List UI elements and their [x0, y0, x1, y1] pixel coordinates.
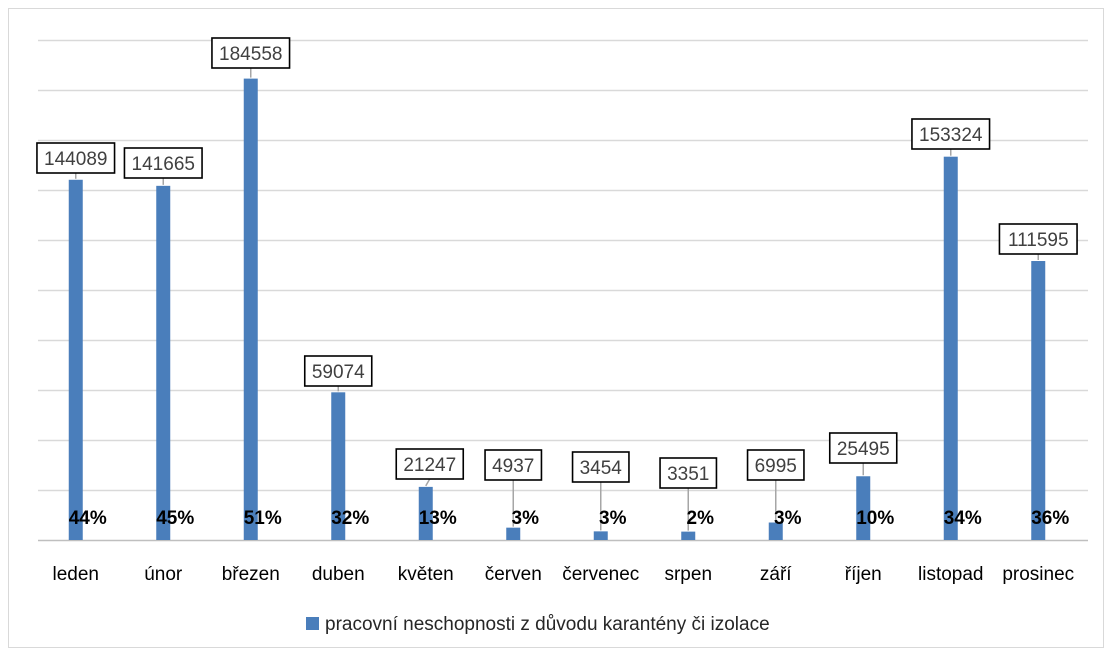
percent-label-září: 3% — [774, 508, 802, 529]
x-tick-září: září — [760, 564, 792, 585]
value-label-box — [211, 37, 291, 69]
bar-červen — [506, 527, 521, 540]
percent-label-duben: 32% — [331, 508, 369, 529]
bar-říjen — [856, 476, 871, 540]
x-tick-srpen: srpen — [664, 564, 712, 585]
x-tick-březen: březen — [222, 564, 280, 585]
value-label-text: 111595 — [1008, 230, 1069, 251]
value-label-box — [571, 451, 630, 483]
value-label-text: 3454 — [580, 458, 623, 479]
x-tick-červenec: červenec — [562, 564, 639, 585]
legend-label: pracovní neschopnosti z důvodu karantény… — [325, 614, 770, 635]
legend-item: pracovní neschopnosti z důvodu karantény… — [306, 614, 770, 635]
x-tick-červen: červen — [485, 564, 542, 585]
percent-label-srpen: 2% — [687, 508, 715, 529]
value-label-červenec: 3454 — [571, 451, 630, 531]
x-tick-únor: únor — [144, 564, 183, 585]
percent-label-květen: 13% — [419, 508, 457, 529]
percent-label-prosinec: 36% — [1031, 508, 1069, 529]
bar-prosinec — [1031, 261, 1046, 540]
x-axis-tick-labels: leden únor březen duben květen červen červenec… — [53, 564, 1075, 585]
chart-frame — [8, 8, 1104, 648]
value-label-text: 184558 — [219, 44, 282, 65]
value-label-box — [395, 448, 465, 480]
bar-červenec — [593, 531, 608, 540]
percent-label-říjen: 10% — [856, 508, 894, 529]
percent-label-únor: 45% — [156, 508, 194, 529]
x-tick-říjen: říjen — [845, 564, 882, 585]
value-label-únor: 141665 — [123, 147, 203, 185]
x-tick-duben: duben — [312, 564, 365, 585]
legend-swatch — [306, 617, 319, 630]
value-label-text: 6995 — [755, 456, 797, 477]
value-label-červen: 4937 — [484, 449, 543, 527]
bar-srpen — [681, 531, 696, 540]
value-label-text: 153324 — [919, 125, 983, 146]
value-label-box — [746, 449, 805, 481]
percent-labels: 44% 45% 51% 32% 13% 3% 3% 2% 3% 10% 34% 36% — [69, 508, 1070, 529]
value-label-box — [659, 457, 718, 489]
x-tick-listopad: listopad — [918, 564, 984, 585]
gridlines — [38, 39, 1088, 542]
value-label-box — [484, 449, 543, 481]
value-label-text: 59074 — [312, 362, 365, 383]
legend: pracovní neschopnosti z důvodu karantény… — [306, 614, 770, 635]
value-label-březen: 184558 — [211, 37, 291, 78]
value-label-text: 25495 — [837, 439, 890, 460]
value-label-text: 21247 — [403, 455, 456, 476]
percent-label-březen: 51% — [244, 508, 282, 529]
x-tick-leden: leden — [53, 564, 100, 585]
value-label-box — [36, 142, 116, 174]
value-label-září: 6995 — [746, 449, 805, 522]
value-label-text: 144089 — [44, 149, 107, 170]
x-tick-květen: květen — [398, 564, 454, 585]
bar-leden — [68, 179, 83, 540]
value-callouts: 144089 141665 184558 59074 21247 4937 3454 3351… — [36, 37, 1078, 531]
bar-listopad — [943, 156, 958, 540]
bar-únor — [156, 185, 171, 540]
bar-duben — [331, 392, 346, 540]
value-label-text: 4937 — [492, 456, 534, 477]
bar-září — [768, 522, 783, 540]
value-label-box — [303, 355, 373, 387]
value-label-text: 141665 — [132, 154, 195, 175]
value-label-prosinec: 111595 — [998, 223, 1078, 261]
value-label-box — [911, 118, 991, 150]
value-label-box — [828, 432, 898, 464]
x-tick-prosinec: prosinec — [1002, 564, 1074, 585]
bars — [68, 78, 1046, 540]
leader-line — [425, 478, 431, 487]
percent-label-červen: 3% — [512, 508, 540, 529]
value-label-říjen: 25495 — [828, 432, 898, 476]
value-label-box — [998, 223, 1078, 255]
value-label-duben: 59074 — [303, 355, 373, 392]
bar-květen — [418, 486, 433, 540]
value-label-text: 3351 — [667, 464, 709, 485]
value-label-srpen: 3351 — [659, 457, 718, 531]
percent-label-leden: 44% — [69, 508, 107, 529]
percent-label-listopad: 34% — [944, 508, 982, 529]
value-label-box — [123, 147, 203, 179]
bar-březen — [243, 78, 258, 540]
value-label-květen: 21247 — [395, 448, 465, 487]
value-label-listopad: 153324 — [911, 118, 991, 156]
value-label-leden: 144089 — [36, 142, 116, 179]
percent-label-červenec: 3% — [599, 508, 627, 529]
